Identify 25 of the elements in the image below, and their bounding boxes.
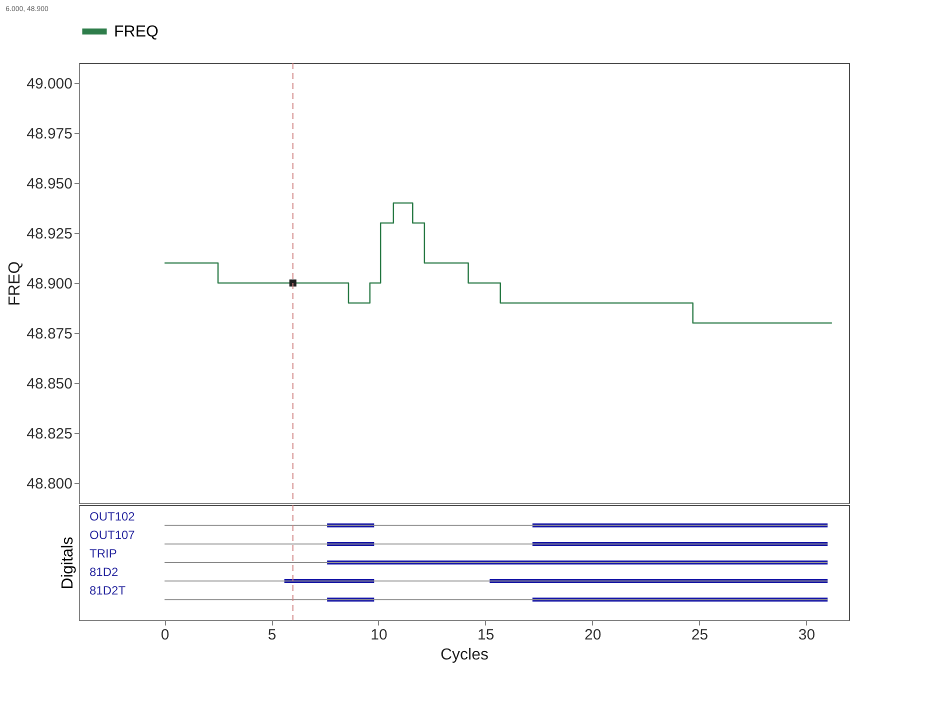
y-tick-label: 81D2T xyxy=(90,584,126,598)
y-tick-label: 48.950 xyxy=(26,176,72,192)
y-tick-label: 48.850 xyxy=(26,376,72,392)
y-tick-label: 49.000 xyxy=(26,76,72,92)
y-axis-title: FREQ xyxy=(6,261,24,306)
y-tick-label: 48.825 xyxy=(26,426,72,442)
x-tick-label: 20 xyxy=(584,626,602,644)
x-tick-label: 0 xyxy=(160,626,170,644)
y-tick-label: OUT107 xyxy=(90,528,136,542)
y-tick-label: 48.975 xyxy=(26,126,72,142)
x-tick-label: 25 xyxy=(691,626,708,644)
y-tick-label: TRIP xyxy=(90,546,117,560)
legend-label: FREQ xyxy=(114,24,158,40)
y-tick-label: OUT102 xyxy=(90,509,136,524)
y-tick-label: 48.875 xyxy=(26,326,72,342)
y-axis-title: Digitals xyxy=(60,536,76,590)
x-tick-label: 10 xyxy=(370,626,388,644)
x-tick-label: 5 xyxy=(268,626,276,644)
x-tick-label: 30 xyxy=(798,626,816,644)
y-tick-label: 48.925 xyxy=(26,226,72,242)
y-tick-label: 81D2 xyxy=(90,565,119,580)
x-tick-label: 15 xyxy=(478,626,494,644)
x-axis-title: Cycles xyxy=(440,646,489,664)
y-tick-label: 48.800 xyxy=(26,476,72,492)
y-tick-label: 48.900 xyxy=(26,276,72,292)
